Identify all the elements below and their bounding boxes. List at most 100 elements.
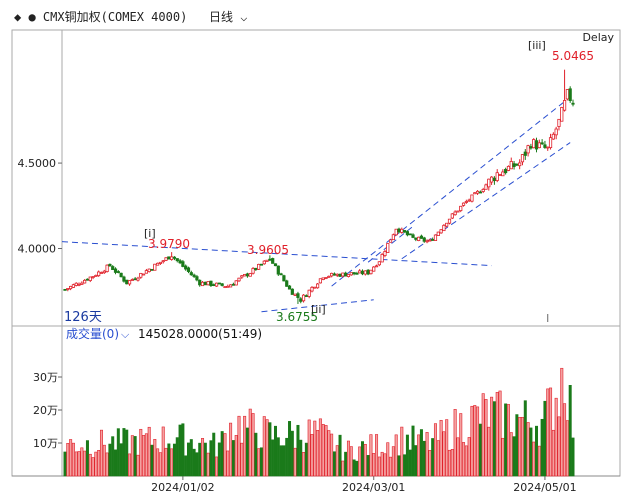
price-candle-body xyxy=(467,199,471,202)
price-candle-body xyxy=(338,273,342,277)
volume-bar xyxy=(523,400,527,477)
price-candle-body xyxy=(301,294,306,302)
price-candle-body xyxy=(414,237,418,240)
volume-bar xyxy=(206,452,210,477)
volume-bar xyxy=(526,422,530,477)
price-candle-body xyxy=(175,258,179,262)
volume-bar xyxy=(240,442,244,477)
price-candle-body xyxy=(341,272,345,277)
volume-bar xyxy=(532,441,536,477)
volume-bar xyxy=(459,413,463,477)
volume-bar xyxy=(551,429,555,477)
volume-bar xyxy=(318,418,322,477)
bar-count-label: 126天 xyxy=(64,310,102,325)
volume-bar xyxy=(520,416,524,477)
price-candles xyxy=(63,69,575,304)
price-candle-body xyxy=(228,284,233,288)
volume-dropdown-icon[interactable]: ⌵ xyxy=(121,328,130,341)
volume-bar xyxy=(554,397,558,477)
price-candle-body xyxy=(167,256,171,260)
volume-bar xyxy=(282,445,286,477)
volume-bar xyxy=(69,439,73,477)
volume-bar xyxy=(175,437,179,477)
volume-bar xyxy=(346,440,350,477)
price-candle-body xyxy=(419,235,424,239)
x-tick-label: 2024/01/02 xyxy=(151,481,214,494)
volume-bar xyxy=(150,444,154,477)
volume-bar xyxy=(276,437,280,477)
volume-bar xyxy=(139,428,143,477)
volume-bar xyxy=(66,443,70,477)
volume-bar xyxy=(391,446,395,477)
price-candle-body xyxy=(279,273,283,276)
volume-bar xyxy=(181,423,185,477)
volume-bar xyxy=(220,431,224,477)
volume-bar xyxy=(563,403,567,477)
price-candle-body xyxy=(436,231,440,236)
price-candle-body xyxy=(189,272,193,276)
volume-bar xyxy=(178,424,182,477)
price-candle-body xyxy=(237,277,241,282)
price-candle-body xyxy=(464,201,468,203)
period-selector[interactable]: 日线 ⌵ xyxy=(209,10,247,24)
volume-bar xyxy=(321,424,325,477)
volume-bar xyxy=(265,419,269,477)
volume-bar xyxy=(338,434,342,477)
price-candle-body xyxy=(442,224,446,232)
price-candle-body xyxy=(156,262,160,266)
price-candle-body xyxy=(254,267,258,271)
volume-bar xyxy=(445,419,449,477)
price-candle-body xyxy=(307,289,311,297)
price-candle-body xyxy=(495,172,499,181)
price-candle-body xyxy=(554,128,558,136)
price-candle-body xyxy=(461,202,466,206)
volume-bar xyxy=(77,451,81,477)
price-candle-body xyxy=(417,236,421,241)
price-candle-body xyxy=(383,251,387,256)
volume-bar xyxy=(108,443,112,477)
volume-bar xyxy=(170,448,174,477)
price-candle-body xyxy=(349,272,353,276)
price-candle-body xyxy=(515,163,519,166)
price-candle-body xyxy=(518,162,522,167)
volume-bar xyxy=(557,416,561,477)
volume-bar xyxy=(344,451,348,477)
volume-bar xyxy=(184,455,188,477)
price-candle-body xyxy=(136,277,140,281)
volume-bar xyxy=(431,438,435,477)
volume-bar xyxy=(262,416,266,477)
price-candle-body xyxy=(276,265,280,275)
volume-bar xyxy=(478,423,482,477)
price-candle-body xyxy=(265,259,269,262)
price-candle-body xyxy=(231,283,235,286)
price-candle-body xyxy=(198,279,202,286)
price-candle-body xyxy=(568,88,572,101)
volume-bar xyxy=(226,450,230,477)
volume-bar xyxy=(248,408,252,477)
volume-bar xyxy=(501,437,505,477)
volume-bar xyxy=(450,449,454,477)
price-candle-body xyxy=(422,237,426,242)
volume-tick-label: 30万 xyxy=(33,371,58,384)
volume-bar xyxy=(363,444,367,477)
annotation-high-2: 3.9605 xyxy=(247,243,289,257)
price-candle-body xyxy=(380,254,384,263)
price-candle-body xyxy=(69,285,73,290)
volume-bar xyxy=(417,434,421,477)
price-candle-body xyxy=(243,274,247,277)
volume-bar xyxy=(408,449,412,477)
volume-bar xyxy=(172,443,176,477)
price-candle-body xyxy=(184,265,188,270)
price-candle-body xyxy=(481,188,485,192)
price-candle-body xyxy=(74,282,78,286)
price-candle-body xyxy=(332,273,337,276)
price-candle-body xyxy=(259,263,264,266)
volume-bar xyxy=(91,457,95,477)
volume-bar xyxy=(467,437,471,477)
price-candle-body xyxy=(450,213,454,219)
volume-bar xyxy=(290,430,294,477)
price-candle-body xyxy=(565,89,569,100)
price-candle-body xyxy=(71,284,76,288)
price-candle-body xyxy=(335,273,339,276)
